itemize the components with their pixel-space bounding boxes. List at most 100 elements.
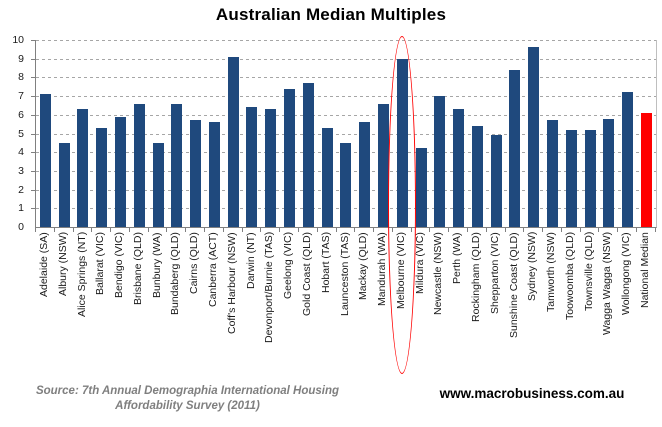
bar-mildura-vic: [415, 148, 427, 227]
bar-cairns-qld: [190, 120, 202, 227]
bar-sydney-nsw: [528, 47, 540, 227]
x-axis-tick: [393, 228, 412, 232]
x-axis-label: Tamworth (NSW): [545, 232, 558, 312]
x-axis-tick: [412, 228, 431, 232]
y-axis-label-4: 4: [18, 146, 24, 159]
bar-brisbane-qld: [133, 103, 145, 227]
x-axis-label: Sunshine Coast (QLD): [507, 232, 520, 338]
bar-slot: [36, 40, 55, 227]
y-axis-label-2: 2: [18, 183, 24, 196]
bar-slot: [55, 40, 74, 227]
x-axis-label: Toowoomba (QLD): [563, 232, 576, 321]
bar-slot: [468, 40, 487, 227]
bar-ballarat-vic: [96, 127, 108, 227]
bar-slot: [393, 40, 412, 227]
x-axis-label: Bunbury (WA): [150, 232, 163, 298]
y-axis-label-7: 7: [18, 90, 24, 103]
bar-hobart-tas: [321, 127, 333, 227]
x-axis-tick: [562, 228, 581, 232]
x-axis-tick: [261, 228, 281, 232]
bar-canberra-act: [208, 122, 220, 227]
bar-mackay-qld: [359, 122, 371, 227]
bar-mandurah-wa: [377, 103, 389, 227]
bar-slot: [374, 40, 393, 227]
x-axis-label: Wollongong (VIC): [620, 232, 633, 315]
x-axis-tick: [430, 228, 450, 232]
x-axis-tick: [468, 228, 487, 232]
x-axis-tick: [149, 228, 168, 232]
bar-slot: [299, 40, 318, 227]
x-axis-tick: [186, 228, 206, 232]
bar-slot: [224, 40, 243, 227]
bar-slot: [487, 40, 506, 227]
bar-slot: [186, 40, 205, 227]
bar-slot: [261, 40, 280, 227]
gridline-8: [31, 77, 656, 79]
x-axis-tick: [355, 228, 375, 232]
y-axis-label-8: 8: [18, 71, 24, 84]
x-axis-label: Alice Springs (NT): [75, 232, 88, 318]
x-axis-label: Shepparton (VIC): [488, 232, 501, 314]
bar-toowoomba-qld: [565, 129, 577, 227]
x-axis-label: Darwin (NT): [244, 232, 257, 289]
y-axis-label-1: 1: [18, 202, 24, 215]
y-axis-label-3: 3: [18, 164, 24, 177]
x-axis-label: Brisbane (QLD): [131, 232, 144, 305]
bar-perth-wa: [453, 109, 465, 227]
x-axis-label: Melbourne (VIC): [394, 232, 407, 310]
x-axis-tick: [524, 228, 544, 232]
x-axis-tick: [299, 228, 318, 232]
bar-slot: [92, 40, 111, 227]
bar-rockingham-qld: [471, 126, 483, 227]
x-axis-label: Bundaberg (QLD): [169, 232, 182, 315]
x-axis-tick: [55, 228, 74, 232]
bar-townsville-qld: [584, 129, 596, 227]
bar-coff-s-harbour-nsw: [227, 56, 239, 227]
x-axis-label: National Median: [639, 232, 651, 308]
website-link[interactable]: www.macrobusiness.com.au: [439, 386, 625, 401]
source-line-2: Affordability Survey (2011): [115, 400, 260, 412]
x-axis-label: Newcastle (NSW): [432, 232, 445, 315]
bar-slot: [430, 40, 449, 227]
x-axis-labels: Adelaide (SA) Albury (NSW) Alice Springs (…: [35, 232, 655, 378]
bar-slot: [412, 40, 431, 227]
x-axis-label: Geelong (VIC): [282, 232, 295, 300]
x-axis-tick: [74, 228, 93, 232]
x-axis-label: Wagga Wagga (NSW): [601, 232, 614, 336]
bar-national-median: [640, 112, 652, 227]
x-axis-tick: [205, 228, 224, 232]
bar-gold-coast-qld: [302, 83, 314, 227]
bars: [36, 40, 656, 227]
bar-slot: [599, 40, 618, 227]
x-axis-label: Rockingham (QLD): [469, 232, 482, 322]
bar-slot: [280, 40, 299, 227]
x-axis-label: Mackay (QLD): [357, 232, 370, 300]
bar-bendigo-vic: [115, 116, 127, 227]
bar-launceston-tas: [340, 142, 352, 227]
x-axis-tick: [487, 228, 506, 232]
y-axis-label-6: 6: [18, 108, 24, 121]
bar-newcastle-nsw: [434, 96, 446, 227]
x-axis-tick: [618, 228, 637, 232]
gridline-9: [31, 58, 656, 60]
bar-devonport-burnie-tas: [265, 109, 277, 227]
x-axis-tick: [581, 228, 600, 232]
bar-slot: [355, 40, 374, 227]
x-axis-label: Mildura (VIC): [413, 232, 426, 294]
bar-slot: [337, 40, 356, 227]
bar-albury-nsw: [58, 142, 70, 227]
x-axis-tick: [337, 228, 356, 232]
bar-bundaberg-qld: [171, 103, 183, 227]
x-axis-label: Adelaide (SA): [38, 232, 50, 297]
y-axis-label-5: 5: [18, 127, 24, 140]
bar-slot: [449, 40, 468, 227]
bar-shepparton-vic: [490, 135, 502, 227]
x-axis-tick: [374, 228, 393, 232]
bar-bunbury-wa: [152, 142, 164, 227]
bar-slot: [562, 40, 581, 227]
plot-area: [31, 40, 657, 228]
x-axis-tick: [224, 228, 243, 232]
bar-adelaide-sa: [39, 94, 51, 227]
chart-title: Australian Median Multiples: [215, 5, 447, 24]
gridline-7: [31, 96, 656, 98]
